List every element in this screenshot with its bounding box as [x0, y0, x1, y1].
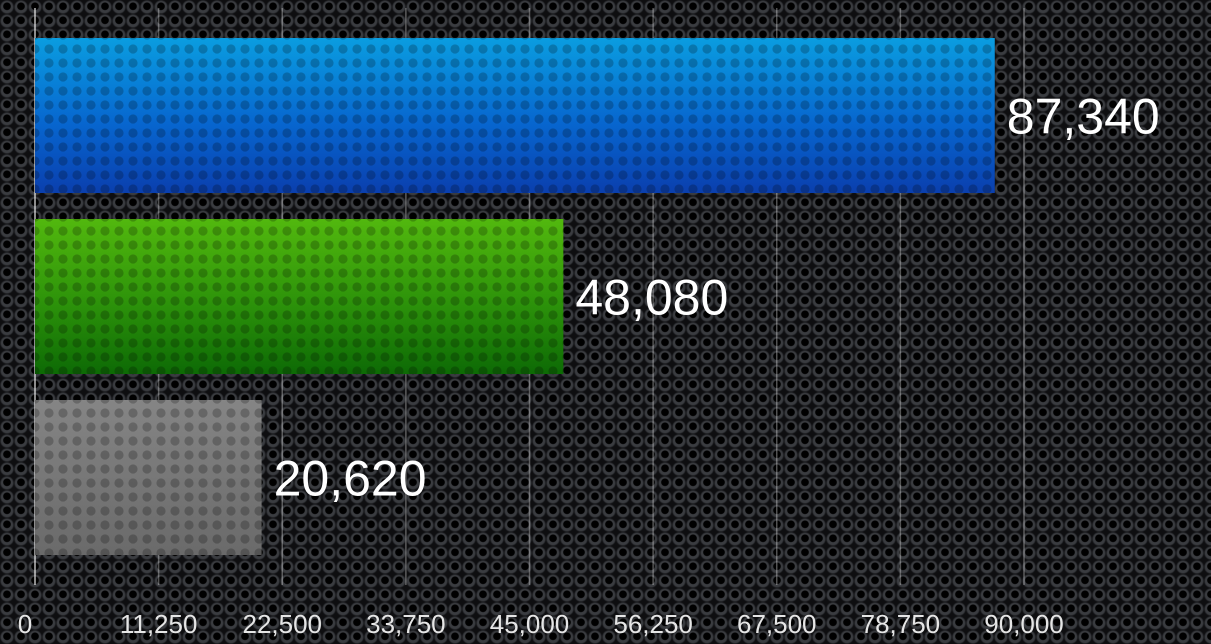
x-tick-label-5: 56,250	[613, 609, 693, 639]
bar-group-0: 87,340	[35, 38, 1160, 193]
x-tick-label-2: 22,500	[242, 609, 322, 639]
bar-group-1: 48,080	[35, 219, 728, 374]
x-tick-label-4: 45,000	[490, 609, 570, 639]
bar-value-label-2: 20,620	[274, 451, 427, 507]
x-axis-tick-labels: 0 11,250 22,500 33,750 45,000 56,250 67,500 78,…	[18, 609, 1064, 639]
bar-texture-0	[35, 38, 995, 193]
bars: 87,340 48,080 20,620	[35, 38, 1160, 555]
bar-value-label-1: 48,080	[575, 270, 728, 326]
x-tick-label-8: 90,000	[984, 609, 1064, 639]
bar-texture-1	[35, 219, 564, 374]
bar-value-label-0: 87,340	[1007, 89, 1160, 145]
x-tick-label-1: 11,250	[120, 609, 198, 639]
bar-texture-2	[35, 400, 262, 555]
x-tick-label-7: 78,750	[861, 609, 941, 639]
x-tick-label-6: 67,500	[737, 609, 817, 639]
bar-group-2: 20,620	[35, 400, 427, 555]
x-tick-label-3: 33,750	[366, 609, 446, 639]
x-tick-label-0: 0	[18, 609, 32, 639]
